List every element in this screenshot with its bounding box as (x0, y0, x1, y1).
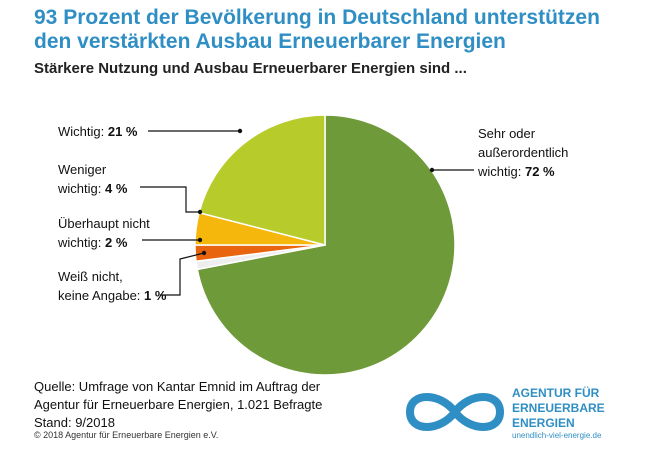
title-line-1: 93 Prozent der Bevölkerung in Deutschlan… (34, 6, 600, 29)
label-ueberhaupt: Überhaupt nicht wichtig: 2 % (58, 216, 150, 250)
leader-dot-weniger (197, 209, 203, 215)
logo-url: unendlich-viel-energie.de (512, 431, 602, 440)
label-sehr: Sehr oder außerordentlich wichtig: 72 % (478, 126, 569, 179)
chart-subtitle: Stärkere Nutzung und Ausbau Erneuerbarer… (34, 60, 467, 77)
copyright: © 2018 Agentur für Erneuerbare Energien … (34, 430, 219, 440)
label-weniger: Weniger wichtig: 4 % (58, 162, 128, 196)
leader-dot-sehr (429, 167, 435, 173)
leader-dot-ueberhaupt (197, 237, 203, 243)
leader-dot-weiss (201, 250, 207, 256)
title-line-2: den verstärkten Ausbau Erneuerbarer Ener… (34, 30, 506, 53)
leader-line-weniger (140, 186, 200, 213)
pie-slice-0 (196, 114, 456, 376)
pie-slice-4 (198, 114, 326, 246)
leader-line-weiss (160, 252, 205, 296)
source-note: Quelle: Umfrage von Kantar Emnid im Auft… (34, 379, 323, 430)
leader-dot-wichtig (237, 128, 243, 134)
logo-infinity-icon (405, 393, 505, 431)
logo-text: AGENTUR FÜR ERNEUERBARE ENERGIEN (512, 386, 605, 430)
label-weiss: Weiß nicht, keine Angabe: 1 % (58, 269, 167, 303)
label-wichtig: Wichtig: 21 % (58, 124, 138, 139)
chart-title: 93 Prozent der Bevölkerung in Deutschlan… (34, 6, 634, 54)
